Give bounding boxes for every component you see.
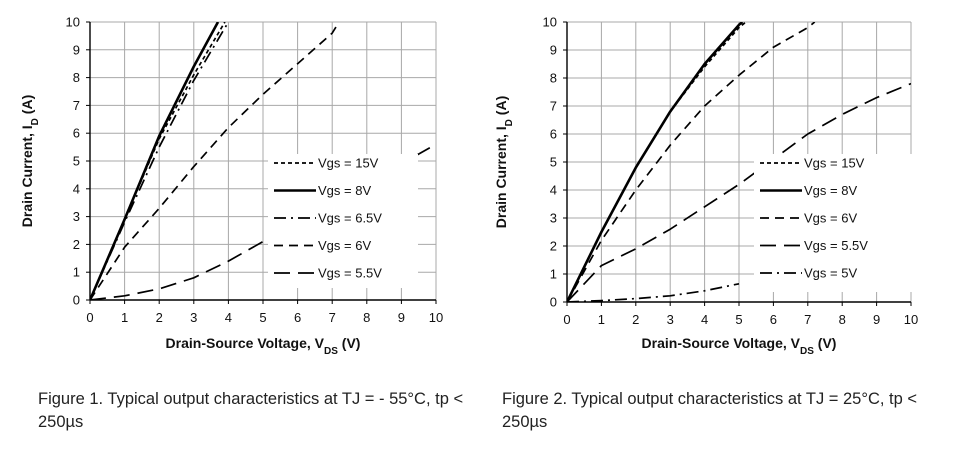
y-tick-label: 1 (73, 265, 80, 280)
y-tick-label: 4 (550, 183, 557, 198)
legend-label: Vgs = 6V (804, 211, 857, 226)
y-tick-label: 9 (550, 43, 557, 58)
figure-2-panel: 0 1 2 3 4 5 6 7 8 9 10 0 1 2 3 4 5 6 7 8 9 10 Drain-Source Vol… (478, 0, 957, 449)
series-group (567, 22, 911, 302)
y-tick-label: 2 (73, 237, 80, 252)
y-tick-label: 8 (73, 70, 80, 85)
x-tick-label: 10 (904, 312, 918, 327)
x-tick-label: 5 (259, 310, 266, 325)
y-tick-label: 3 (73, 209, 80, 224)
y-tick-label: 2 (550, 239, 557, 254)
x-axis-title: Drain-Source Voltage, VDS (V) (642, 335, 837, 357)
x-tick-label: 6 (294, 310, 301, 325)
legend: Vgs = 15V Vgs = 8V Vgs = 6.5V Vgs = 6V Vgs =… (268, 154, 418, 288)
y-tick-label: 9 (73, 42, 80, 57)
series-line-6v (567, 22, 816, 302)
figure-1-chart: 0 1 2 3 4 5 6 7 8 9 10 0 1 2 3 4 5 6 7 8 9 10 Drain-Source Vol… (19, 15, 444, 357)
x-tick-label: 3 (190, 310, 197, 325)
series-line-6.5v (90, 22, 230, 300)
series-line-5v (567, 282, 740, 302)
legend-background (754, 154, 912, 292)
x-tick-label: 0 (86, 310, 93, 325)
legend-label: Vgs = 6V (318, 238, 371, 253)
legend-label: Vgs = 15V (804, 156, 865, 171)
legend: Vgs = 15V Vgs = 8V Vgs = 6V Vgs = 5.5V Vgs =… (754, 154, 912, 292)
figure-2-caption: Figure 2. Typical output characteristics… (502, 390, 918, 431)
legend-background (268, 154, 418, 288)
y-tick-label: 6 (73, 126, 80, 141)
legend-label: Vgs = 15V (318, 156, 379, 171)
x-tick-label: 7 (804, 312, 811, 327)
y-tick-label: 8 (550, 71, 557, 86)
y-tick-label: 7 (73, 98, 80, 113)
x-tick-label: 9 (873, 312, 880, 327)
x-tick-label: 4 (225, 310, 232, 325)
x-tick-label: 7 (329, 310, 336, 325)
legend-label: Vgs = 8V (318, 183, 371, 198)
legend-label: Vgs = 8V (804, 183, 857, 198)
y-tick-label: 0 (73, 293, 80, 308)
x-tick-label: 10 (429, 310, 443, 325)
figure-2-chart: 0 1 2 3 4 5 6 7 8 9 10 0 1 2 3 4 5 6 7 8 9 10 Drain-Source Vol… (493, 15, 919, 357)
y-tick-label: 4 (73, 181, 80, 196)
series-line-6v (90, 22, 340, 300)
x-tick-label: 0 (563, 312, 570, 327)
y-tick-label: 10 (543, 15, 557, 30)
legend-label: Vgs = 5.5V (318, 266, 382, 281)
figure-1-panel: 0 1 2 3 4 5 6 7 8 9 10 0 1 2 3 4 5 6 7 8 9 10 Drain-Source Vol… (0, 0, 478, 449)
x-tick-label: 2 (632, 312, 639, 327)
y-tick-label: 10 (66, 15, 80, 30)
x-tick-label: 3 (667, 312, 674, 327)
figure-1-caption: Figure 1. Typical output characteristics… (38, 390, 464, 431)
y-tick-label: 7 (550, 99, 557, 114)
y-axis-title: Drain Current, ID (A) (19, 95, 41, 227)
y-tick-label: 5 (73, 154, 80, 169)
y-tick-label: 0 (550, 295, 557, 310)
legend-label: Vgs = 5.5V (804, 238, 868, 253)
x-tick-label: 8 (839, 312, 846, 327)
x-axis-title: Drain-Source Voltage, VDS (V) (166, 335, 361, 357)
y-tick-label: 3 (550, 211, 557, 226)
y-tick-label: 1 (550, 267, 557, 282)
series-line-8v (567, 22, 744, 302)
tick-labels: 0 1 2 3 4 5 6 7 8 9 10 0 1 2 3 4 5 6 7 8 9 10 (543, 15, 919, 328)
x-tick-label: 2 (156, 310, 163, 325)
x-tick-label: 5 (735, 312, 742, 327)
y-tick-label: 5 (550, 155, 557, 170)
x-tick-label: 4 (701, 312, 708, 327)
x-tick-label: 1 (598, 312, 605, 327)
y-axis-title: Drain Current, ID (A) (493, 96, 515, 228)
x-tick-label: 1 (121, 310, 128, 325)
y-tick-label: 6 (550, 127, 557, 142)
legend-label: Vgs = 5V (804, 266, 857, 281)
legend-label: Vgs = 6.5V (318, 211, 382, 226)
x-tick-label: 9 (398, 310, 405, 325)
series-line-5.5v (567, 82, 911, 302)
x-tick-label: 8 (363, 310, 370, 325)
tick-labels: 0 1 2 3 4 5 6 7 8 9 10 0 1 2 3 4 5 6 7 8 9 10 (66, 15, 444, 326)
x-tick-label: 6 (770, 312, 777, 327)
